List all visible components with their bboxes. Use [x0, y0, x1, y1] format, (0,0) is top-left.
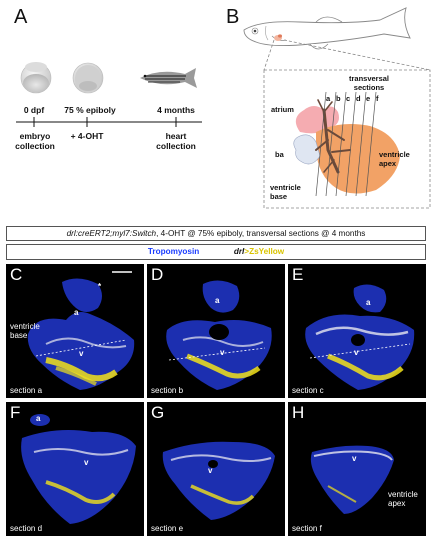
- tissue-section-image: [162, 441, 275, 520]
- legend-tropomyosin: Tropomyosin: [147, 247, 200, 256]
- tile-section-label: section b: [151, 386, 184, 395]
- timeline-event-heart-collection: heart collection: [156, 131, 196, 151]
- experiment-banner: drl:creERT2;myl7:Switch, 4-OHT @ 75% epi…: [6, 226, 426, 241]
- tissue-section-image: [305, 284, 415, 390]
- mark-star: *: [98, 282, 102, 291]
- mark-v: v: [354, 348, 359, 357]
- section-letter-a: a: [326, 94, 331, 103]
- micrograph-tile-e: E a v section c: [288, 264, 426, 398]
- embryo-illustrations: [16, 62, 202, 127]
- embryo-epiboly-icon: [72, 62, 104, 94]
- tile-extra-label: ventricle base: [10, 322, 40, 340]
- genotype-text: drl:creERT2;myl7:Switch: [66, 229, 157, 238]
- section-letter-d: d: [356, 94, 361, 103]
- tile-letter: G: [151, 403, 165, 422]
- tile-section-label: section d: [10, 524, 43, 533]
- tissue-section-image: [166, 280, 272, 390]
- tile-section-label: section a: [10, 386, 43, 395]
- timeline-label-0dpf: 0 dpf: [23, 105, 45, 115]
- micrograph-tile-g: G v section e: [147, 402, 285, 536]
- section-letter-c: c: [346, 94, 351, 103]
- section-letter-f: f: [376, 94, 379, 103]
- timeline-event-4ohT: + 4-OHT: [70, 131, 104, 141]
- tile-section-label: section c: [292, 386, 324, 395]
- tile-letter: C: [10, 265, 23, 284]
- mark-v: v: [208, 466, 213, 475]
- micrograph-tile-h: H v ventricle apex section f: [288, 402, 426, 536]
- tile-section-label: section f: [292, 524, 322, 533]
- timeline-event-embryo-collection: embryo collection: [15, 131, 55, 151]
- mark-a: a: [366, 298, 371, 307]
- condition-text: , 4-OHT @ 75% epiboly, transversal secti…: [156, 229, 366, 238]
- zebrafish-outline-icon: [243, 7, 411, 50]
- tile-letter: D: [151, 265, 164, 284]
- embryo-0dpf-icon: [20, 62, 52, 94]
- section-letter-e: e: [366, 94, 371, 103]
- label-ventricle-apex: ventricle apex: [379, 150, 410, 168]
- mark-v: v: [352, 454, 357, 463]
- mark-a: a: [36, 414, 41, 423]
- tile-extra-label: ventricle apex: [388, 490, 418, 508]
- micrograph-tile-f: F a v section d: [6, 402, 144, 536]
- legend-zsyellow: >ZsYellow: [244, 247, 285, 256]
- tile-section-label: section e: [151, 524, 184, 533]
- mark-v: v: [220, 348, 225, 357]
- mark-a: a: [215, 296, 220, 305]
- label-atrium: atrium: [271, 105, 294, 114]
- zebrafish-heart-schematic: [243, 7, 431, 209]
- micrograph-tile-c: C * a v ventricle base section a: [6, 264, 144, 398]
- panel-label-a: A: [14, 6, 28, 28]
- label-ba: ba: [275, 150, 284, 159]
- timeline-label-4months: 4 months: [157, 105, 195, 115]
- section-letter-b: b: [336, 94, 341, 103]
- tile-letter: H: [292, 403, 305, 422]
- tile-letter: E: [292, 265, 304, 284]
- mark-a: a: [74, 308, 79, 317]
- micrograph-tile-d: D a v section b: [147, 264, 285, 398]
- tissue-section-image: [21, 414, 136, 524]
- adult-zebrafish-icon: [140, 68, 197, 88]
- mark-v: v: [84, 458, 89, 467]
- panel-label-b: B: [226, 6, 240, 28]
- label-ventricle-base: ventricle base: [270, 183, 301, 201]
- tissue-section-image: [27, 271, 135, 390]
- timeline-label-epiboly: 75 % epiboly: [64, 105, 116, 115]
- label-transversal-sections: transversal sections: [348, 74, 390, 92]
- tile-letter: F: [10, 403, 21, 422]
- legend-drl: drl: [233, 247, 245, 256]
- mark-v: v: [79, 349, 84, 358]
- tissue-section-image: [310, 445, 394, 514]
- stain-legend-banner: Tropomyosin drl>ZsYellow: [6, 244, 426, 260]
